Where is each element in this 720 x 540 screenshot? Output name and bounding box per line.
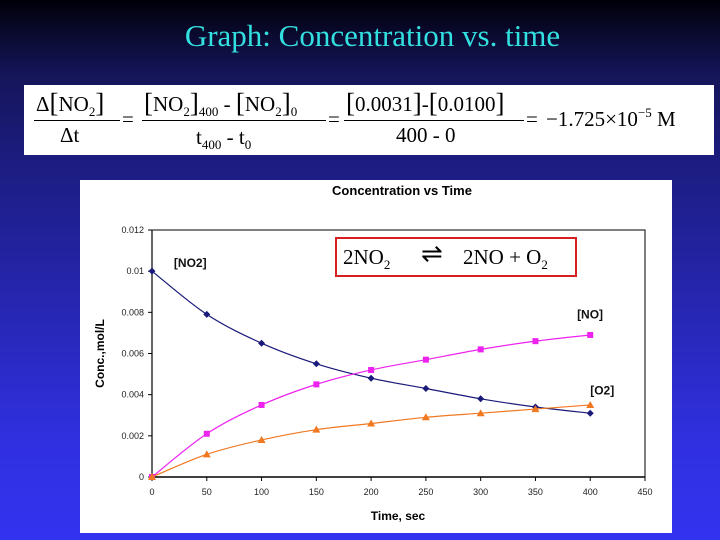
x-tick-label: 100 <box>254 487 269 497</box>
triangle-marker-icon <box>202 450 211 458</box>
y-tick-label: 0.006 <box>121 349 144 359</box>
diamond-marker-icon <box>258 339 266 347</box>
diamond-marker-icon <box>203 310 211 318</box>
equals-sign: = <box>122 107 134 131</box>
x-tick-label: 0 <box>149 487 154 497</box>
value-denominator: 400 - 0 <box>396 123 456 147</box>
series-label: [NO2] <box>174 256 207 270</box>
square-marker-icon <box>313 381 320 388</box>
rate-result: −1.725×10−5 M <box>546 105 676 131</box>
lhs-numerator: Δ[NO2] <box>36 88 105 119</box>
series-label: [NO] <box>577 308 603 322</box>
rate-equation: Δ[NO2] Δt = [NO2]400 - [NO2]0 t400 - t0 … <box>24 85 714 155</box>
y-tick-label: 0.004 <box>121 390 144 400</box>
value-numerator: [0.0031]-[0.0100] <box>346 88 505 118</box>
products: 2NO + O2 <box>463 245 548 272</box>
chart-plot: Concentration vs Time 0 0.002 0.004 0.006 0.0… <box>93 183 653 523</box>
fraction-bar <box>142 120 326 121</box>
diamond-marker-icon <box>422 384 430 392</box>
triangle-marker-icon <box>312 425 321 433</box>
diamond-marker-icon <box>312 360 320 368</box>
diamond-marker-icon <box>586 409 594 417</box>
x-tick-label: 250 <box>418 487 433 497</box>
y-tick-label: 0.002 <box>121 431 144 441</box>
x-tick-label: 50 <box>202 487 212 497</box>
x-axis-label: Time, sec <box>371 509 426 523</box>
x-tick-label: 200 <box>364 487 379 497</box>
fraction-bar <box>34 120 120 121</box>
y-axis-label: Conc.,mol/L <box>93 319 107 388</box>
diamond-marker-icon <box>477 395 485 403</box>
diamond-marker-icon <box>148 267 156 275</box>
y-tick-label: 0.008 <box>121 307 144 317</box>
triangle-marker-icon <box>148 473 156 480</box>
slide-title: Graph: Concentration vs. time <box>184 18 561 53</box>
series-line <box>151 404 591 478</box>
x-tick-label: 150 <box>309 487 324 497</box>
equals-sign: = <box>328 107 340 131</box>
x-tick-label: 400 <box>583 487 598 497</box>
y-tick-label: 0 <box>139 472 144 482</box>
diamond-marker-icon <box>367 374 375 382</box>
y-tick-label: 0.012 <box>121 225 144 235</box>
square-marker-icon <box>532 338 539 345</box>
square-marker-icon <box>587 331 594 338</box>
x-tick-label: 450 <box>637 487 652 497</box>
square-marker-icon <box>203 430 210 437</box>
mid-denominator: t400 - t0 <box>196 125 252 152</box>
square-marker-icon <box>258 401 265 408</box>
fraction-bar <box>344 120 524 121</box>
mid-numerator: [NO2]400 - [NO2]0 <box>144 88 298 119</box>
x-tick-label: 300 <box>473 487 488 497</box>
square-marker-icon <box>368 366 375 373</box>
triangle-marker-icon <box>257 435 266 443</box>
triangle-marker-icon <box>476 409 485 417</box>
lhs-denominator: Δt <box>60 123 80 147</box>
reaction-equation: 2NO2 ⇌ 2NO + O2 <box>335 237 577 277</box>
triangle-marker-icon <box>367 419 376 427</box>
triangle-marker-icon <box>586 400 595 408</box>
triangle-marker-icon <box>531 405 540 413</box>
concentration-chart: Concentration vs Time 0 0.002 0.004 0.006 0.0… <box>80 180 672 533</box>
reactant: 2NO2 <box>343 245 391 272</box>
square-marker-icon <box>477 346 484 353</box>
series-label: [O2] <box>590 384 614 398</box>
x-tick-label: 350 <box>528 487 543 497</box>
equals-sign: = <box>526 107 538 131</box>
y-tick-label: 0.01 <box>126 266 144 276</box>
triangle-marker-icon <box>421 413 430 421</box>
chart-title: Concentration vs Time <box>332 183 472 198</box>
square-marker-icon <box>422 356 429 363</box>
equilibrium-arrow-icon: ⇌ <box>421 239 443 268</box>
